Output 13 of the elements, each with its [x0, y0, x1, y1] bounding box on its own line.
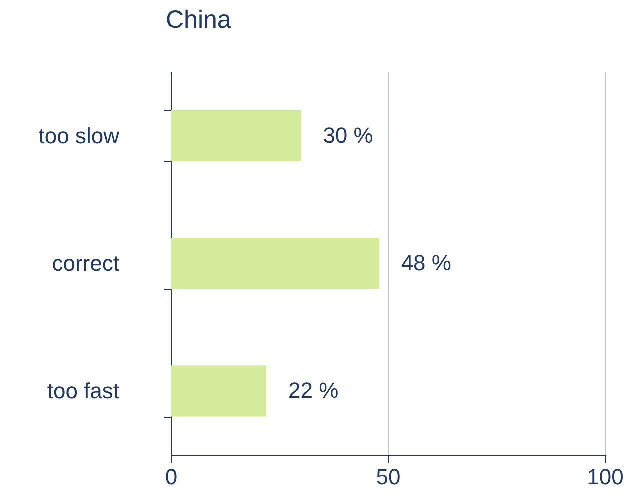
- chart-title: China: [166, 6, 232, 34]
- y-tick-label: correct: [52, 251, 120, 276]
- data-label: 30 %: [323, 122, 374, 148]
- x-tick-label: 0: [165, 464, 178, 490]
- bar: [171, 238, 380, 290]
- y-tick-label: too fast: [47, 378, 120, 404]
- x-tick-label: 50: [376, 464, 401, 490]
- y-tick-label: too slow: [38, 123, 120, 148]
- x-tick-label: 100: [587, 464, 624, 490]
- bar: [171, 366, 266, 417]
- data-label: 48 %: [401, 250, 452, 276]
- bar: [171, 110, 302, 162]
- data-label: 22 %: [288, 378, 339, 404]
